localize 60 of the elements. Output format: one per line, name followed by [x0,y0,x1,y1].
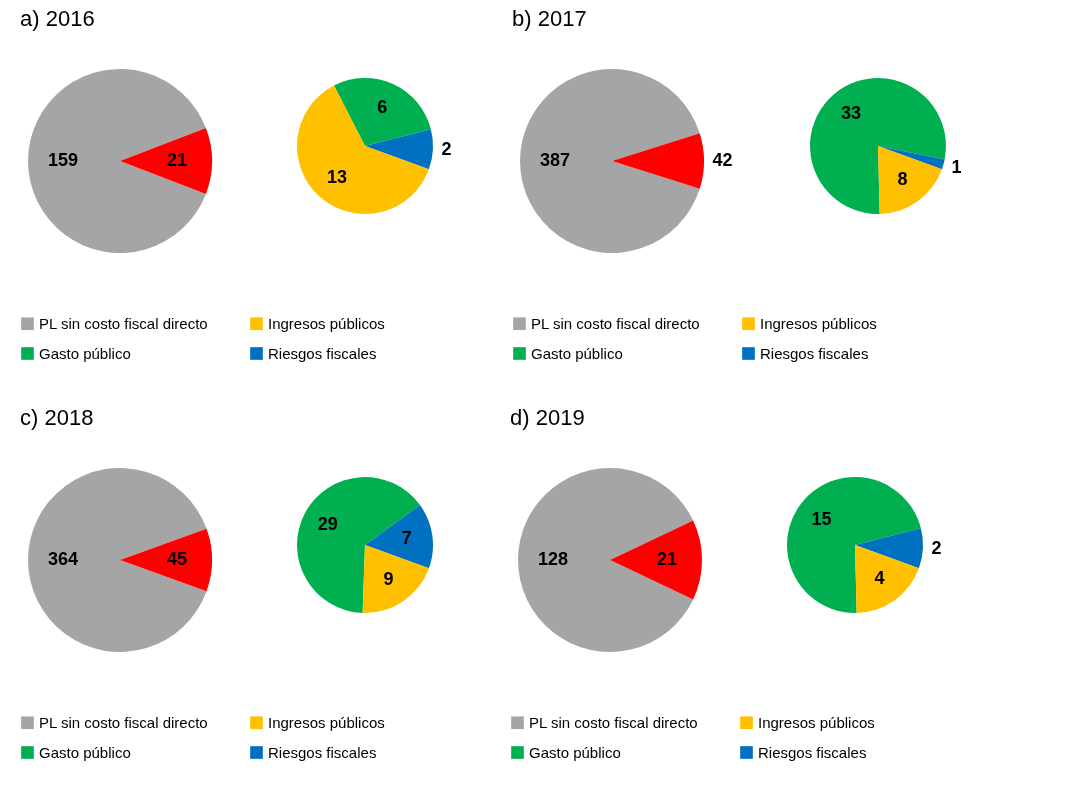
chart-title: c) 2018 [20,405,94,430]
pie-slice [518,468,694,652]
pie-slice [297,85,429,214]
data-label: 2 [441,139,452,160]
data-label: 29 [317,514,338,535]
data-label: 7 [401,528,412,549]
legend-label: Ingresos públicos [758,713,875,731]
data-label: 15 [811,508,832,529]
pie-slice [365,505,433,569]
pie-slice [612,133,704,189]
pie-slice [28,69,206,253]
legend-label: Ingresos públicos [268,713,385,731]
pie-slice [28,468,207,652]
data-label: 9 [383,568,394,589]
data-label: 128 [537,549,568,569]
data-label: 21 [657,549,678,569]
data-label: 13 [327,166,348,187]
legend-label: PL sin costo fiscal directo [39,713,208,731]
pie-slice [297,477,421,613]
chart-title: a) 2016 [20,6,95,31]
data-label: 8 [897,169,908,190]
legend-label: Ingresos públicos [760,314,877,332]
data-label: 45 [167,549,188,569]
pie-slice [787,477,921,613]
legend-label: Riesgos fiscales [268,344,377,362]
chart-title: d) 2019 [510,405,585,430]
data-label: 2 [931,538,942,559]
pie-slice [610,520,702,600]
pie-slice [365,129,433,170]
pie-slice [878,146,942,214]
data-label: 33 [840,102,861,123]
legend-label: PL sin costo fiscal directo [529,713,698,731]
legend-label: PL sin costo fiscal directo [39,314,208,332]
pie-slice [333,78,431,146]
legend-label: Ingresos públicos [268,314,385,332]
legend-label: Gasto público [39,344,131,362]
data-label: 387 [539,150,570,170]
pie-slice [362,545,429,613]
data-label: 159 [47,150,78,170]
pie-slice [810,78,946,214]
data-label: 1 [951,157,962,178]
data-label: 4 [874,568,885,589]
data-label: 364 [47,549,78,569]
pie-slice [855,545,919,613]
pie-slice [878,146,945,170]
pie-slice [520,69,700,253]
legend-label: Gasto público [529,743,621,761]
data-label: 6 [377,96,388,117]
pie-slice [120,528,212,592]
legend-label: Riesgos fiscales [760,344,869,362]
data-label: 21 [167,150,188,170]
legend-label: Riesgos fiscales [758,743,867,761]
legend-label: PL sin costo fiscal directo [531,314,700,332]
legend-label: Gasto público [531,344,623,362]
legend-label: Gasto público [39,743,131,761]
pie-slice [855,528,923,569]
chart-title: b) 2017 [512,6,587,31]
legend-label: Riesgos fiscales [268,743,377,761]
pie-slice [120,128,212,194]
data-label: 42 [712,150,733,170]
